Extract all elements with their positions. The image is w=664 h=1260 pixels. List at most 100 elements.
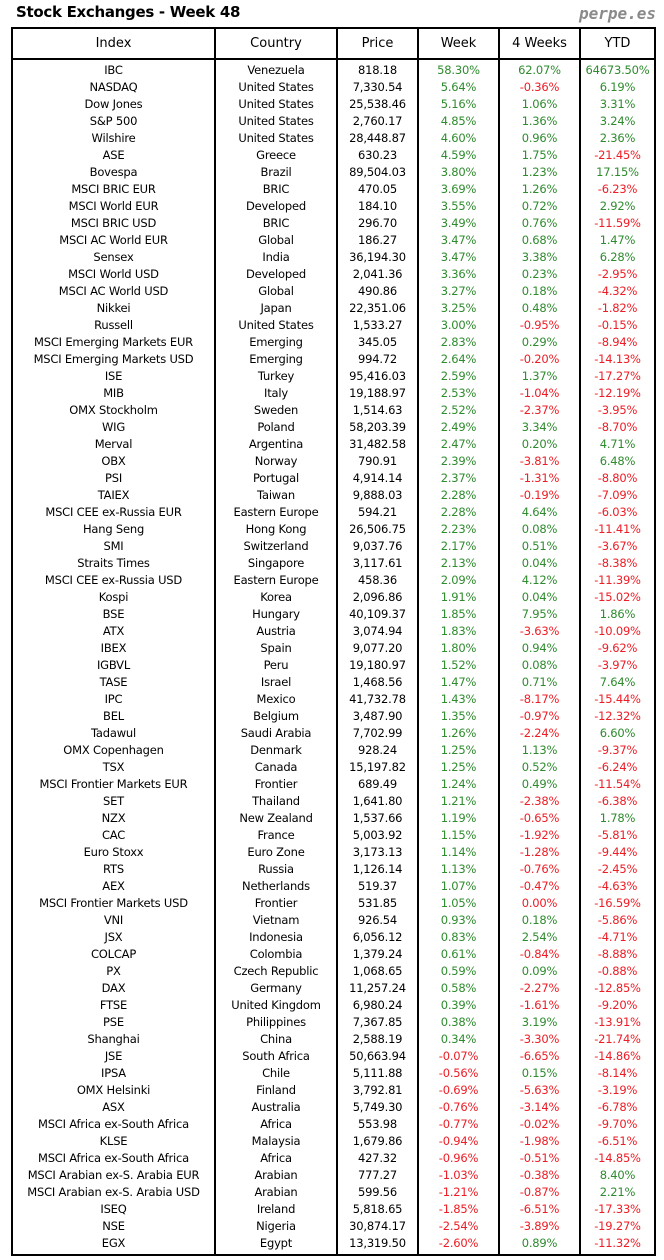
table-row: Wilshire United States 28,448.87 4.60% 0.96%…	[13, 130, 654, 147]
cell-ytd: -6.24%	[597, 760, 638, 774]
cell-country: Poland	[215, 419, 338, 436]
cell-index: MSCI BRIC USD	[13, 215, 216, 232]
cell-index: Euro Stoxx	[13, 844, 216, 861]
cell-week: 2.49%	[418, 419, 500, 436]
table-row: OBX Norway 790.91 2.39% -3.81% 6.48%	[13, 453, 654, 470]
brand-logo: perpe.es	[578, 4, 656, 23]
cell-index: TSX	[13, 759, 216, 776]
cell-ytd: -8.38%	[597, 556, 638, 570]
table-row: ISEQ Ireland 5,818.65 -1.85% -6.51% -17.33%	[13, 1201, 654, 1218]
cell-country: Africa	[215, 1150, 338, 1167]
table-row: MSCI CEE ex-Russia USD Eastern Europe 458.…	[13, 572, 654, 589]
cell-4-weeks: 4.12%	[499, 572, 581, 589]
table-row: MSCI CEE ex-Russia EUR Eastern Europe 594.…	[13, 504, 654, 521]
cell-ytd: -6.38%	[597, 794, 638, 808]
cell-index: OMX Copenhagen	[13, 742, 216, 759]
cell-index: MSCI Arabian ex-S. Arabia EUR	[13, 1167, 216, 1184]
cell-price: 40,109.37	[337, 606, 419, 623]
cell-price: 19,188.97	[337, 385, 419, 402]
table-row: PSI Portugal 4,914.14 2.37% -1.31% -8.80%	[13, 470, 654, 487]
cell-4-weeks: 2.54%	[499, 929, 581, 946]
cell-week: -0.77%	[418, 1116, 500, 1133]
cell-price: 928.24	[337, 742, 419, 759]
cell-ytd: -6.51%	[597, 1134, 638, 1148]
cell-week: 3.00%	[418, 317, 500, 334]
table-row: ASX Australia 5,749.30 -0.76% -3.14% -6.78%	[13, 1099, 654, 1116]
cell-ytd: -6.78%	[597, 1100, 638, 1114]
cell-ytd: -21.74%	[594, 1032, 641, 1046]
cell-week: 2.17%	[418, 538, 500, 555]
table-row: MSCI Frontier Markets EUR Frontier 689.49 1…	[13, 776, 654, 793]
cell-price: 4,914.14	[337, 470, 419, 487]
cell-index: S&P 500	[13, 113, 216, 130]
cell-week: -0.96%	[418, 1150, 500, 1167]
cell-price: 9,077.20	[337, 640, 419, 657]
table-row: NZX New Zealand 1,537.66 1.19% -0.65% 1.78%	[13, 810, 654, 827]
cell-price: 41,732.78	[337, 691, 419, 708]
cell-week: 5.64%	[418, 79, 500, 96]
cell-4-weeks: 0.48%	[499, 300, 581, 317]
cell-ytd: -3.67%	[597, 539, 638, 553]
cell-country: Greece	[215, 147, 338, 164]
cell-4-weeks: -3.30%	[499, 1031, 581, 1048]
cell-index: RTS	[13, 861, 216, 878]
cell-week: 3.36%	[418, 266, 500, 283]
table-row: MSCI BRIC USD BRIC 296.70 3.49% 0.76% -11.59%	[13, 215, 654, 232]
cell-week: 1.25%	[418, 759, 500, 776]
cell-week: 1.26%	[418, 725, 500, 742]
cell-country: Emerging	[215, 351, 338, 368]
cell-4-weeks: 3.38%	[499, 249, 581, 266]
cell-index: Kospi	[13, 589, 216, 606]
cell-price: 427.32	[337, 1150, 419, 1167]
cell-4-weeks: 0.71%	[499, 674, 581, 691]
cell-ytd: -3.95%	[597, 403, 638, 417]
cell-ytd: 1.78%	[599, 811, 636, 825]
cell-ytd: -8.14%	[597, 1066, 638, 1080]
cell-price: 9,888.03	[337, 487, 419, 504]
cell-week: 2.09%	[418, 572, 500, 589]
table-row: Nikkei Japan 22,351.06 3.25% 0.48% -1.82%	[13, 300, 654, 317]
cell-index: ISEQ	[13, 1201, 216, 1218]
cell-4-weeks: -0.97%	[499, 708, 581, 725]
cell-index: PSI	[13, 470, 216, 487]
cell-ytd: -14.85%	[594, 1151, 641, 1165]
cell-4-weeks: 1.13%	[499, 742, 581, 759]
cell-4-weeks: -0.84%	[499, 946, 581, 963]
cell-week: 4.59%	[418, 147, 500, 164]
cell-ytd: -16.59%	[594, 896, 641, 910]
cell-price: 58,203.39	[337, 419, 419, 436]
cell-index: IBC	[13, 59, 216, 79]
cell-country: Austria	[215, 623, 338, 640]
header-price: Price	[337, 29, 419, 60]
cell-4-weeks: -3.14%	[499, 1099, 581, 1116]
cell-price: 30,874.17	[337, 1218, 419, 1235]
cell-week: 3.47%	[418, 249, 500, 266]
cell-week: 1.07%	[418, 878, 500, 895]
cell-country: Nigeria	[215, 1218, 338, 1235]
cell-index: Hang Seng	[13, 521, 216, 538]
cell-country: Netherlands	[215, 878, 338, 895]
cell-ytd: -12.32%	[594, 709, 641, 723]
cell-week: 0.38%	[418, 1014, 500, 1031]
cell-4-weeks: 0.04%	[499, 589, 581, 606]
cell-index: ISE	[13, 368, 216, 385]
cell-ytd: 2.21%	[599, 1185, 636, 1199]
cell-price: 25,538.46	[337, 96, 419, 113]
cell-4-weeks: 0.89%	[499, 1235, 581, 1254]
cell-week: -0.94%	[418, 1133, 500, 1150]
cell-country: Mexico	[215, 691, 338, 708]
cell-price: 345.05	[337, 334, 419, 351]
cell-ytd: -1.82%	[597, 301, 638, 315]
cell-week: 2.13%	[418, 555, 500, 572]
cell-country: Euro Zone	[215, 844, 338, 861]
cell-country: Hungary	[215, 606, 338, 623]
cell-country: Emerging	[215, 334, 338, 351]
cell-country: Canada	[215, 759, 338, 776]
cell-ytd: -6.23%	[597, 182, 638, 196]
table-row: ASE Greece 630.23 4.59% 1.75% -21.45%	[13, 147, 654, 164]
cell-index: AEX	[13, 878, 216, 895]
cell-ytd: -9.62%	[597, 641, 638, 655]
cell-index: MSCI AC World USD	[13, 283, 216, 300]
cell-index: DAX	[13, 980, 216, 997]
cell-price: 31,482.58	[337, 436, 419, 453]
